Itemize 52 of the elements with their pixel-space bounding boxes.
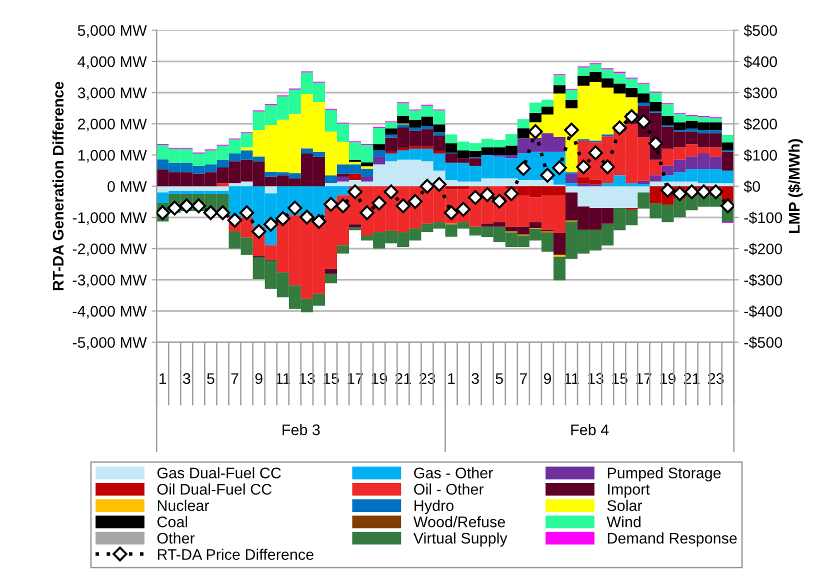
x-tick-label: 3 [472, 373, 479, 384]
y-tick-label: 4,000 MW [78, 56, 147, 69]
legend-label: Oil - Other [414, 483, 484, 495]
y2-tick-label: $200 [744, 118, 777, 130]
y2-tick-label: $500 [744, 24, 777, 37]
legend-label: Virtual Supply [413, 532, 508, 547]
y2-tick-label: $300 [744, 86, 777, 100]
legend-label: Import [608, 484, 650, 498]
legend-label: Hydro [414, 500, 454, 514]
y-tick-label: -2,000 MW [72, 243, 147, 256]
legend-label: Gas - Other [414, 467, 493, 478]
y-tick-label: 0 MW [108, 181, 147, 192]
x-tick-label: 5 [207, 373, 214, 384]
x-tick-label: 1 [160, 373, 166, 384]
legend-label: Pumped Storage [608, 467, 721, 482]
y2-tick-label: -$100 [744, 212, 782, 224]
y-tick-label: -1,000 MW [72, 212, 147, 225]
y2-tick-label: $0 [744, 180, 760, 193]
legend-label: Wind [606, 516, 640, 528]
y-tick-label: 1,000 MW [78, 150, 147, 162]
legend-label: Gas Dual-Fuel CC [157, 467, 281, 478]
y-tick-label: -3,000 MW [72, 274, 147, 288]
legend-label: Other [157, 532, 195, 544]
y2-axis-title: LMP ($/MWh) [788, 139, 803, 233]
legend-label: Demand Response [608, 532, 737, 547]
x-tick-label: 7 [520, 373, 527, 384]
y-tick-label: 5,000 MW [78, 25, 147, 38]
y2-tick-label: $100 [744, 149, 777, 162]
x-tick-label: 1 [448, 373, 455, 384]
y2-tick-label: -$500 [744, 336, 782, 349]
x-tick-label: 9 [255, 373, 262, 384]
x-tick-label: 7 [231, 373, 238, 384]
y2-tick-label: -$400 [744, 305, 782, 318]
y-tick-label: 3,000 MW [78, 87, 147, 100]
legend-label: Solar [607, 500, 642, 512]
text: Feb 4 [571, 424, 609, 436]
x-tick-label: 5 [496, 373, 503, 384]
y-axis-title: RT-DA Generation Difference [52, 82, 64, 290]
legend-label: Wood/Refuse [413, 516, 505, 528]
legend-label: Coal [157, 516, 188, 528]
legend-label: Oil Dual-Fuel CC [157, 483, 272, 495]
legend-label: RT-DA Price Difference [158, 548, 314, 560]
y-tick-label: 2,000 MW [78, 118, 147, 132]
text: Feb 3 [282, 424, 320, 436]
x-tick-label: 9 [544, 373, 551, 384]
y-tick-label: -5,000 MW [72, 337, 147, 350]
y2-tick-label: $400 [744, 56, 777, 68]
y2-tick-label: -$300 [744, 274, 782, 286]
legend-label: Nuclear [158, 500, 210, 512]
y2-tick-label: -$200 [744, 242, 782, 256]
x-tick-label: 3 [183, 373, 190, 384]
y-tick-label: -4,000 MW [72, 306, 147, 318]
